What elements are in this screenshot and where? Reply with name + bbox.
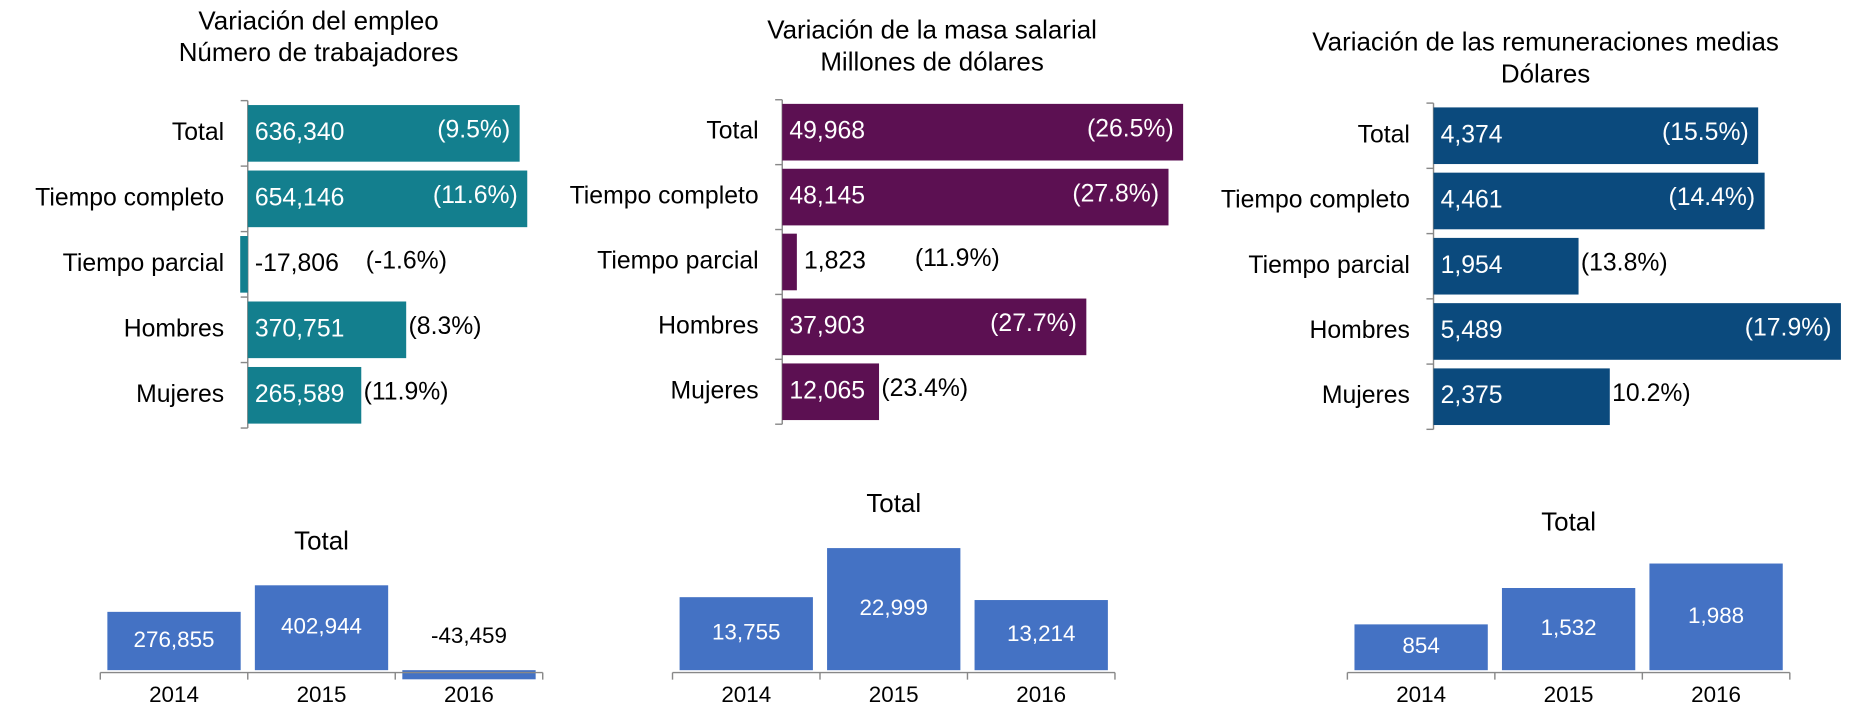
chart-title: Total bbox=[1541, 509, 1596, 537]
value-label: 636,340 bbox=[255, 119, 345, 146]
bar bbox=[782, 233, 797, 291]
x-tick-label: 2014 bbox=[721, 682, 771, 707]
bar bbox=[247, 170, 528, 228]
percent-label: (17.9%) bbox=[1745, 315, 1832, 342]
x-tick-label: 2016 bbox=[444, 682, 494, 707]
bar bbox=[1433, 303, 1841, 360]
value-label: 402,944 bbox=[281, 614, 362, 639]
bar bbox=[247, 105, 520, 162]
chart-subtitle: Millones de dólares bbox=[820, 49, 1044, 77]
value-label: 1,954 bbox=[1441, 252, 1503, 279]
value-label: 276,855 bbox=[134, 627, 215, 652]
category-label: Mujeres bbox=[1322, 382, 1410, 409]
category-label: Hombres bbox=[124, 315, 224, 342]
bar bbox=[254, 585, 389, 671]
percent-label: (15.5%) bbox=[1662, 119, 1749, 146]
category-label: Tiempo completo bbox=[570, 183, 759, 210]
percent-label: (27.8%) bbox=[1072, 180, 1159, 207]
value-label: 654,146 bbox=[255, 184, 345, 211]
bar bbox=[1501, 587, 1636, 671]
value-label: 265,589 bbox=[255, 381, 345, 408]
bar bbox=[1433, 368, 1610, 426]
percent-label: (11.9%) bbox=[364, 378, 449, 405]
value-label: 4,374 bbox=[1441, 121, 1503, 148]
value-label: 37,903 bbox=[789, 312, 865, 339]
percent-label: (27.7%) bbox=[990, 310, 1077, 337]
bar bbox=[782, 363, 880, 421]
category-label: Hombres bbox=[658, 312, 758, 339]
percent-label: (14.4%) bbox=[1668, 184, 1755, 211]
percent-label: (26.5%) bbox=[1087, 115, 1174, 142]
value-label: 13,214 bbox=[1007, 621, 1076, 646]
x-tick-label: 2014 bbox=[1396, 682, 1446, 707]
category-label: Mujeres bbox=[136, 381, 224, 408]
bar bbox=[827, 548, 961, 671]
bar bbox=[1433, 237, 1579, 295]
bar bbox=[1433, 107, 1759, 165]
x-tick-label: 2014 bbox=[149, 682, 199, 707]
bar bbox=[782, 103, 1184, 161]
percent-label: (-1.6%) bbox=[366, 248, 447, 275]
value-label: 49,968 bbox=[789, 118, 865, 145]
x-tick-label: 2016 bbox=[1691, 682, 1741, 707]
bar bbox=[782, 298, 1087, 356]
bar bbox=[107, 611, 241, 671]
bar bbox=[782, 168, 1169, 226]
value-label: 1,532 bbox=[1541, 615, 1597, 640]
chart-subtitle: Número de trabajadores bbox=[179, 39, 459, 67]
percent-label: (23.4%) bbox=[881, 375, 968, 402]
value-label: 1,988 bbox=[1688, 603, 1744, 628]
percent-label: (9.5%) bbox=[437, 117, 510, 144]
x-tick-label: 2015 bbox=[1544, 682, 1594, 707]
category-label: Total bbox=[172, 119, 224, 146]
value-label: 4,461 bbox=[1441, 187, 1503, 214]
category-label: Total bbox=[1358, 121, 1410, 148]
category-label: Tiempo completo bbox=[1221, 187, 1410, 214]
category-label: Mujeres bbox=[671, 377, 759, 404]
bar bbox=[1433, 172, 1765, 230]
bar bbox=[679, 597, 813, 671]
value-label: 12,065 bbox=[789, 377, 865, 404]
bar bbox=[247, 301, 407, 359]
value-label: 13,755 bbox=[712, 620, 781, 645]
chart-title: Variación del empleo bbox=[198, 7, 438, 35]
percent-label: (11.9%) bbox=[915, 245, 1000, 272]
category-label: Tiempo parcial bbox=[597, 248, 759, 275]
category-label: Tiempo parcial bbox=[1248, 252, 1410, 279]
bar bbox=[247, 366, 362, 424]
value-label: 2,375 bbox=[1441, 382, 1503, 409]
chart-subtitle: Dólares bbox=[1501, 60, 1590, 88]
bar bbox=[1354, 624, 1488, 671]
category-label: Tiempo completo bbox=[35, 184, 224, 211]
category-label: Total bbox=[706, 118, 758, 145]
value-label: 22,999 bbox=[859, 595, 928, 620]
value-label: 370,751 bbox=[255, 315, 345, 342]
bar bbox=[240, 236, 248, 293]
x-tick-label: 2015 bbox=[297, 682, 347, 707]
chart-title: Variación de las remuneraciones medias bbox=[1312, 29, 1779, 57]
percent-label: (13.8%) bbox=[1581, 249, 1668, 276]
value-label: 48,145 bbox=[789, 183, 865, 210]
percent-label: (8.3%) bbox=[409, 313, 482, 340]
value-label: -17,806 bbox=[255, 250, 339, 277]
chart-title: Total bbox=[866, 490, 921, 518]
x-tick-label: 2015 bbox=[869, 682, 919, 707]
chart-title: Variación de la masa salarial bbox=[767, 17, 1097, 45]
bar bbox=[402, 670, 536, 680]
value-label: -43,459 bbox=[431, 623, 507, 648]
category-label: Hombres bbox=[1309, 317, 1409, 344]
bar bbox=[1649, 563, 1783, 671]
value-label: 854 bbox=[1402, 633, 1439, 658]
value-label: 5,489 bbox=[1441, 317, 1503, 344]
chart-title: Total bbox=[294, 528, 349, 556]
bar bbox=[974, 600, 1108, 671]
value-label: 1,823 bbox=[804, 248, 866, 275]
percent-label: 10.2%) bbox=[1612, 380, 1690, 407]
percent-label: (11.6%) bbox=[433, 182, 518, 209]
x-tick-label: 2016 bbox=[1016, 682, 1066, 707]
category-label: Tiempo parcial bbox=[63, 250, 225, 277]
